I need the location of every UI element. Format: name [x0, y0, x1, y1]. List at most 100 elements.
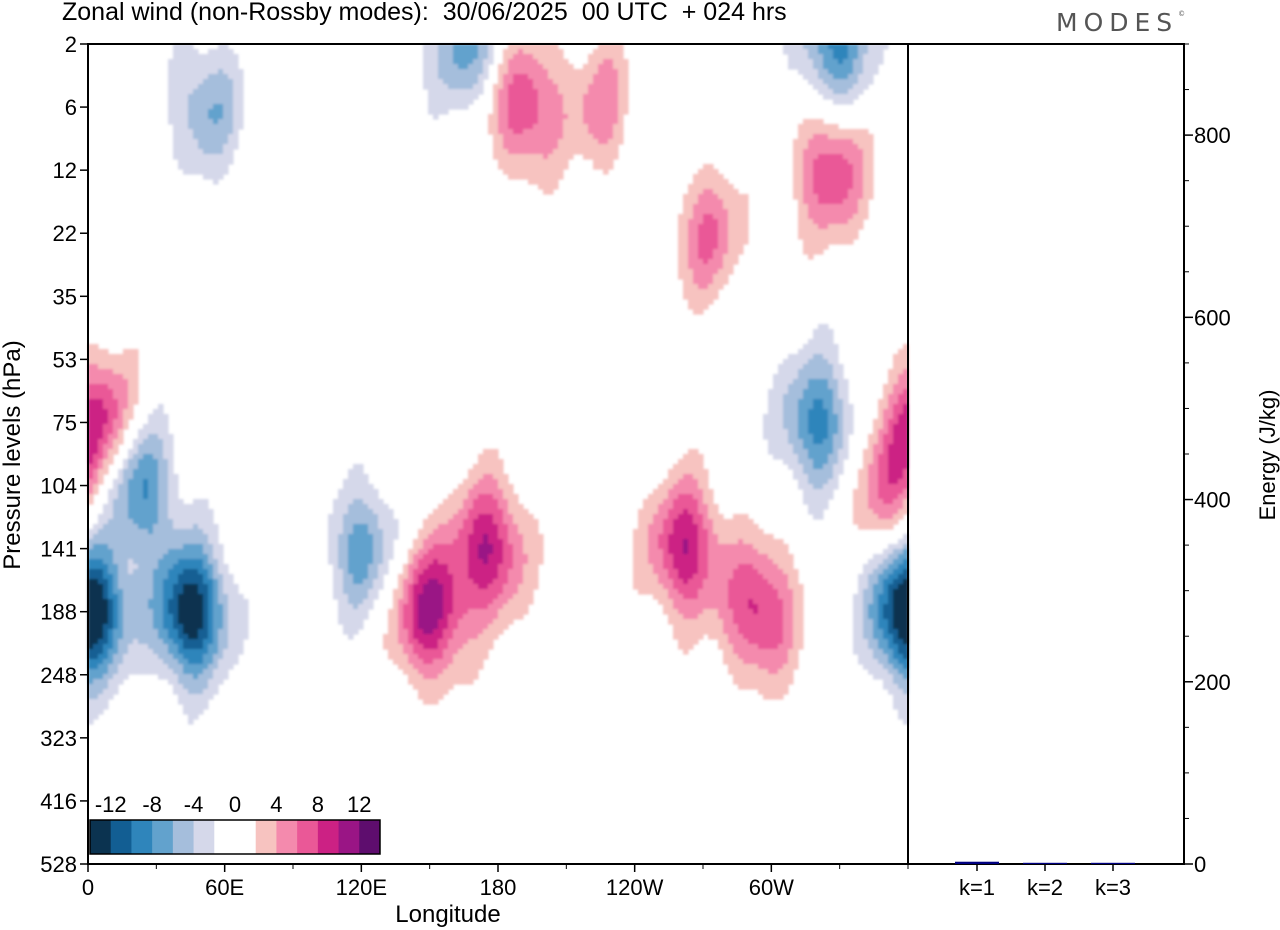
heatmap-cell: [868, 194, 874, 200]
heatmap-cell: [228, 49, 234, 55]
heatmap-cell: [568, 84, 574, 90]
heatmap-cell: [483, 494, 489, 500]
heatmap-cell: [673, 529, 679, 535]
heatmap-cell: [583, 69, 589, 75]
heatmap-cell: [838, 74, 844, 80]
heatmap-cell: [358, 579, 364, 585]
heatmap-cell: [513, 154, 519, 160]
heatmap-cell: [768, 584, 774, 590]
heatmap-cell: [853, 189, 859, 195]
heatmap-cell: [528, 44, 534, 50]
heatmap-cell: [458, 574, 464, 580]
heatmap-cell: [393, 524, 399, 530]
heatmap-cell: [358, 499, 364, 505]
heatmap-cell: [368, 549, 374, 555]
heatmap-cell: [138, 559, 144, 565]
heatmap-cell: [463, 59, 469, 65]
heatmap-cell: [898, 449, 904, 455]
heatmap-cell: [658, 564, 664, 570]
heatmap-cell: [233, 99, 239, 105]
heatmap-cell: [328, 514, 334, 520]
heatmap-cell: [518, 94, 524, 100]
heatmap-cell: [498, 134, 504, 140]
heatmap-cell: [798, 424, 804, 430]
heatmap-cell: [773, 399, 779, 405]
heatmap-cell: [683, 504, 689, 510]
heatmap-cell: [903, 489, 909, 495]
heatmap-cell: [798, 49, 804, 55]
heatmap-cell: [183, 114, 189, 120]
heatmap-cell: [418, 564, 424, 570]
heatmap-cell: [803, 224, 809, 230]
heatmap-cell: [633, 564, 639, 570]
heatmap-cell: [863, 84, 869, 90]
heatmap-cell: [553, 184, 559, 190]
heatmap-cell: [773, 574, 779, 580]
heatmap-cell: [163, 559, 169, 565]
heatmap-cell: [378, 559, 384, 565]
heatmap-cell: [158, 434, 164, 440]
heatmap-cell: [828, 204, 834, 210]
heatmap-cell: [803, 499, 809, 505]
heatmap-cell: [808, 244, 814, 250]
heatmap-cell: [838, 229, 844, 235]
heatmap-cell: [148, 474, 154, 480]
heatmap-cell: [103, 564, 109, 570]
heatmap-cell: [468, 54, 474, 60]
heatmap-cell: [588, 154, 594, 160]
heatmap-cell: [798, 349, 804, 355]
heatmap-cell: [793, 194, 799, 200]
heatmap-cell: [213, 64, 219, 70]
heatmap-cell: [488, 494, 494, 500]
heatmap-cell: [728, 539, 734, 545]
heatmap-cell: [188, 509, 194, 515]
heatmap-cell: [128, 394, 134, 400]
heatmap-cell: [523, 559, 529, 565]
heatmap-cell: [768, 554, 774, 560]
heatmap-cell: [693, 524, 699, 530]
heatmap-cell: [173, 569, 179, 575]
heatmap-cell: [888, 384, 894, 390]
heatmap-cell: [843, 69, 849, 75]
heatmap-cell: [208, 59, 214, 65]
heatmap-cell: [493, 144, 499, 150]
heatmap-cell: [543, 99, 549, 105]
heatmap-cell: [793, 54, 799, 60]
heatmap-cell: [648, 534, 654, 540]
heatmap-cell: [708, 294, 714, 300]
heatmap-cell: [488, 504, 494, 510]
heatmap-cell: [788, 354, 794, 360]
heatmap-cell: [833, 134, 839, 140]
heatmap-cell: [498, 114, 504, 120]
heatmap-cell: [688, 209, 694, 215]
heatmap-cell: [843, 454, 849, 460]
heatmap-cell: [193, 549, 199, 555]
heatmap-cell: [583, 154, 589, 160]
heatmap-cell: [113, 534, 119, 540]
heatmap-cell: [433, 564, 439, 570]
heatmap-cell: [348, 474, 354, 480]
heatmap-cell: [623, 99, 629, 105]
heatmap-cell: [693, 519, 699, 525]
heatmap-cell: [703, 189, 709, 195]
heatmap-cell: [163, 564, 169, 570]
heatmap-cell: [583, 119, 589, 125]
heatmap-cell: [643, 579, 649, 585]
heatmap-cell: [833, 139, 839, 145]
heatmap-cell: [548, 119, 554, 125]
heatmap-cell: [228, 159, 234, 165]
heatmap-cell: [808, 499, 814, 505]
heatmap-cell: [178, 539, 184, 545]
heatmap-cell: [443, 79, 449, 85]
heatmap-cell: [493, 534, 499, 540]
heatmap-cell: [148, 569, 154, 575]
heatmap-cell: [843, 229, 849, 235]
heatmap-cell: [198, 539, 204, 545]
heatmap-cell: [438, 49, 444, 55]
heatmap-cell: [788, 569, 794, 575]
heatmap-cell: [723, 189, 729, 195]
heatmap-cell: [348, 509, 354, 515]
heatmap-cell: [168, 514, 174, 520]
heatmap-cell: [648, 514, 654, 520]
heatmap-cell: [463, 49, 469, 55]
